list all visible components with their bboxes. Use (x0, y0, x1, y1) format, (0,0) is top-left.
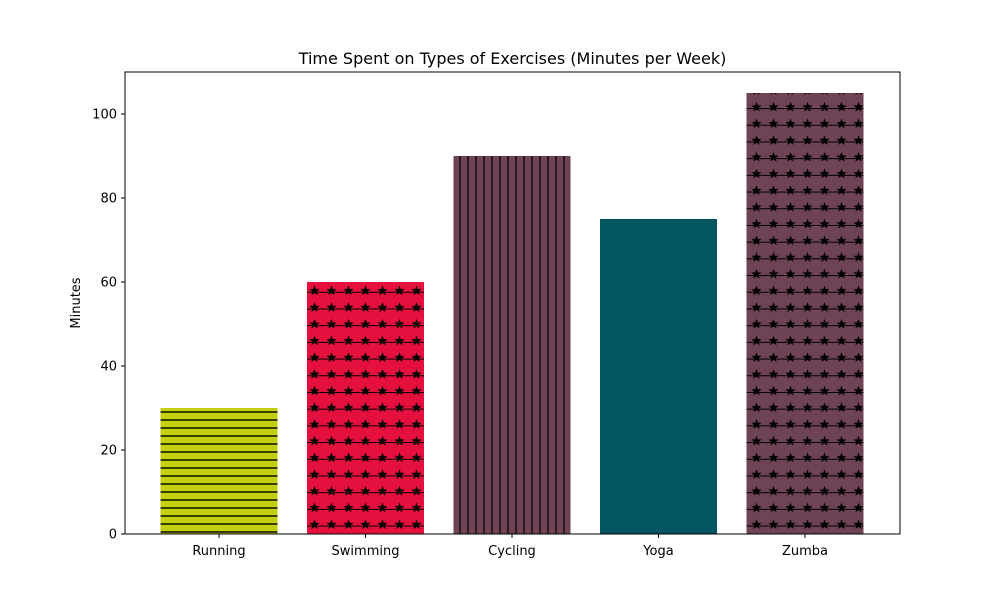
x-tick-label: Zumba (782, 544, 828, 559)
y-tick-label: 100 (92, 108, 117, 123)
x-tick-label: Cycling (488, 544, 536, 559)
x-tick-label: Yoga (642, 544, 673, 559)
y-axis: 0 20 40 60 80 100 (92, 108, 125, 543)
y-tick-label: 0 (109, 528, 117, 543)
y-tick-label: 60 (100, 276, 117, 291)
x-tick-label: Running (192, 544, 245, 559)
bars-group (160, 93, 864, 534)
bar-hatch-zumba (746, 93, 864, 534)
y-tick-label: 80 (100, 192, 117, 207)
bar-hatch-cycling (453, 156, 571, 534)
bar-yoga (600, 219, 717, 534)
y-tick-label: 40 (100, 360, 117, 375)
y-tick-label: 20 (100, 444, 117, 459)
y-axis-label: Minutes (69, 277, 84, 328)
plot-frame (124, 71, 901, 535)
bar-hatch-running (160, 408, 278, 534)
x-tick-label: Swimming (332, 544, 400, 559)
x-axis: Running Swimming Cycling Yoga Zumba (192, 534, 828, 559)
bar-hatch-swimming (307, 282, 424, 534)
chart-title: Time Spent on Types of Exercises (Minute… (298, 49, 727, 68)
